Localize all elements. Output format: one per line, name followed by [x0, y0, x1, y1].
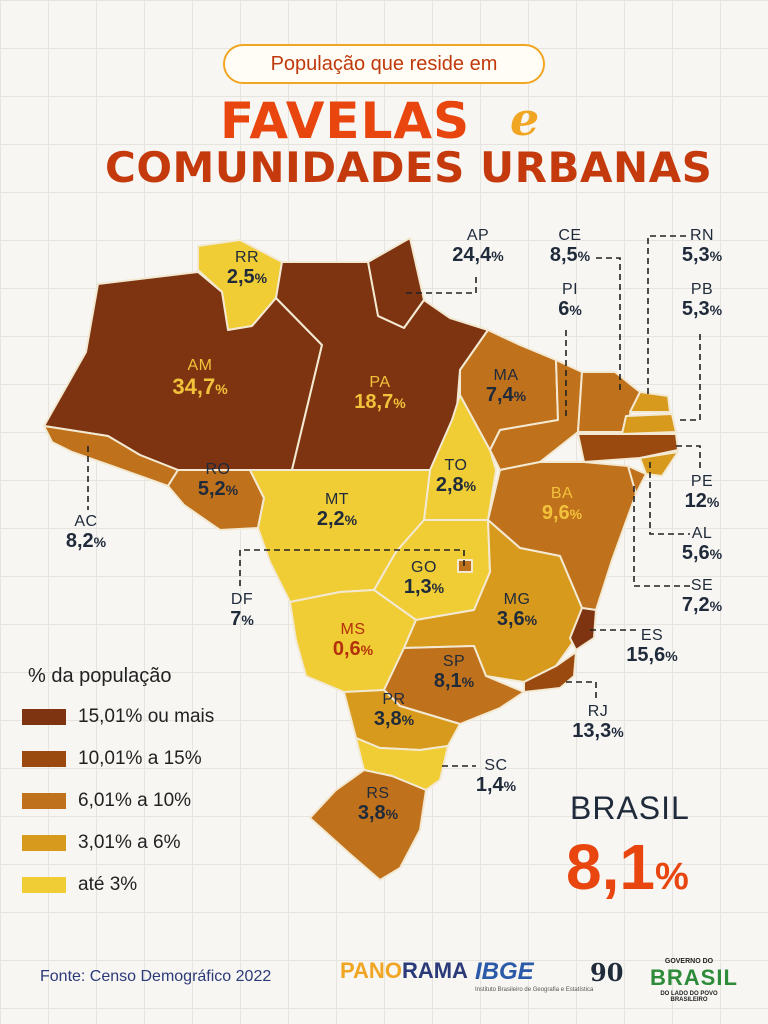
legend-item: 15,01% ou mais [22, 702, 214, 732]
label-AL: AL 5,6% [681, 525, 723, 564]
legend-swatch [22, 877, 66, 893]
source-note: Fonte: Censo Demográfico 2022 [40, 968, 272, 985]
leader-RJ [566, 681, 597, 700]
leader-CE [596, 257, 621, 392]
label-RN: RN 5,3% [681, 227, 723, 266]
legend-label: até 3% [78, 874, 138, 895]
leader-SE [633, 486, 690, 587]
pre-title: População que reside em [270, 52, 498, 75]
label-SP: SP 8,1% [433, 653, 475, 692]
leader-AL [649, 462, 690, 535]
state-RS [309, 769, 427, 881]
label-BA: BA 9,6% [541, 485, 583, 524]
label-MS: MS 0,6% [332, 621, 374, 660]
label-AC: AC 8,2% [65, 513, 107, 552]
label-ES: ES 15,6% [626, 627, 678, 666]
leader-PE [676, 445, 701, 470]
title-connector: e [510, 92, 540, 146]
label-PR: PR 3,8% [373, 691, 415, 730]
label-RR: RR 2,5% [226, 249, 268, 288]
gov-brasil-logo: GOVERNO DO BRASIL DO LADO DO POVO BRASIL… [650, 958, 738, 1003]
state-MG [403, 519, 583, 683]
brasil-label: BRASIL [570, 790, 690, 826]
leader-PB [676, 334, 701, 421]
label-RO: RO 5,2% [197, 461, 239, 500]
label-AM: AM 34,7% [172, 357, 228, 399]
panorama-logo: PANORAMA [340, 958, 468, 983]
legend-swatch [22, 793, 66, 809]
legend-swatch [22, 835, 66, 851]
brasil-value: 8,1% [566, 831, 689, 903]
label-SE: SE 7,2% [681, 577, 723, 616]
label-MA: MA 7,4% [485, 367, 527, 406]
label-TO: TO 2,8% [435, 457, 477, 496]
label-PA: PA 18,7% [354, 374, 406, 413]
legend-item: até 3% [22, 870, 137, 900]
state-DF [457, 559, 473, 573]
pre-title-pill: População que reside em [223, 44, 545, 84]
state-ES [569, 607, 597, 651]
label-RJ: RJ 13,3% [572, 703, 624, 742]
legend-label: 6,01% a 10% [78, 790, 192, 811]
legend-label: 10,01% a 15% [78, 748, 202, 769]
label-CE: CE 8,5% [549, 227, 591, 266]
label-MT: MT 2,2% [316, 491, 358, 530]
ibge-subtitle: Instituto Brasileiro de Geografia e Esta… [475, 987, 594, 993]
label-PI: PI 6% [558, 281, 582, 320]
legend-swatch [22, 751, 66, 767]
ibge-logo: IBGE [475, 958, 534, 985]
legend-label: 15,01% ou mais [78, 706, 215, 727]
title-line2: COMUNIDADES URBANAS [105, 143, 713, 192]
label-PB: PB 5,3% [681, 281, 723, 320]
leader-RN [647, 235, 686, 396]
state-AL [639, 451, 679, 477]
state-PB [621, 413, 677, 435]
label-DF: DF 7% [230, 591, 254, 630]
label-AP: AP 24,4% [452, 227, 504, 266]
label-SC: SC 1,4% [475, 757, 517, 796]
title-line1: FAVELAS [220, 92, 471, 150]
leader-AP [406, 276, 477, 294]
label-MG: MG 3,6% [496, 591, 538, 630]
label-PE: PE 12% [684, 473, 720, 512]
legend-title: % da população [28, 665, 172, 687]
legend-item: 10,01% a 15% [22, 744, 202, 774]
ninety-years-logo: 90 [590, 958, 624, 987]
legend-swatch [22, 709, 66, 725]
label-GO: GO 1,3% [403, 559, 445, 598]
state-RN [629, 391, 671, 413]
legend-label: 3,01% a 6% [78, 832, 181, 853]
legend-item: 3,01% a 6% [22, 828, 180, 858]
label-RS: RS 3,8% [357, 785, 399, 824]
legend-item: 6,01% a 10% [22, 786, 191, 816]
